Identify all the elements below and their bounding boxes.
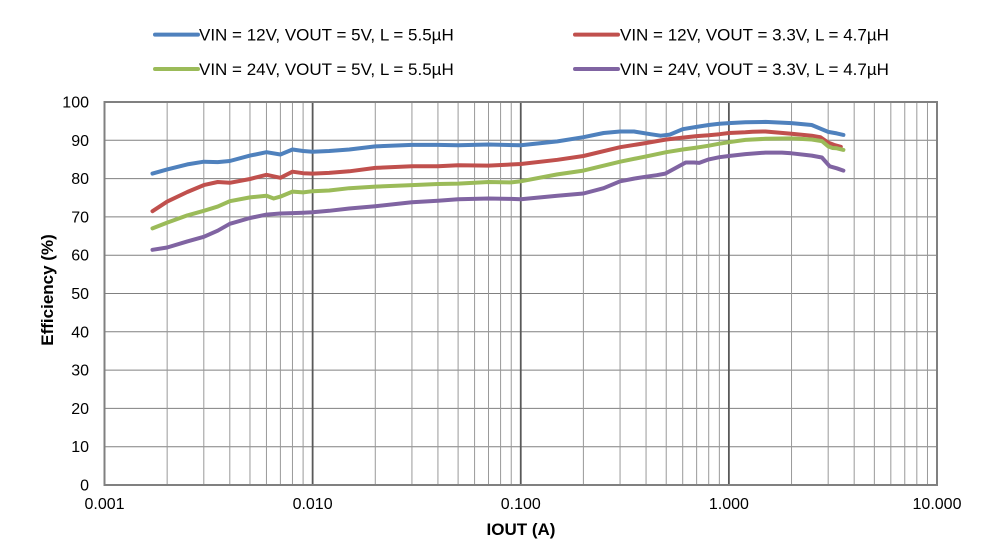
svg-text:80: 80 xyxy=(71,171,89,188)
svg-text:100: 100 xyxy=(62,95,89,112)
svg-text:0.100: 0.100 xyxy=(501,496,541,513)
svg-text:0: 0 xyxy=(80,478,89,495)
svg-text:VIN = 24V, VOUT = 3.3V, L = 4.: VIN = 24V, VOUT = 3.3V, L = 4.7µH xyxy=(620,60,889,79)
svg-text:VIN = 12V, VOUT = 5V, L = 5.5µ: VIN = 12V, VOUT = 5V, L = 5.5µH xyxy=(199,25,454,44)
svg-text:0.001: 0.001 xyxy=(84,496,124,513)
svg-text:10: 10 xyxy=(71,439,89,456)
svg-text:70: 70 xyxy=(71,209,89,226)
svg-text:20: 20 xyxy=(71,401,89,418)
svg-text:10.000: 10.000 xyxy=(913,496,962,513)
svg-text:IOUT (A): IOUT (A) xyxy=(487,520,556,539)
svg-text:0.010: 0.010 xyxy=(293,496,333,513)
svg-text:VIN = 12V, VOUT = 3.3V, L = 4.: VIN = 12V, VOUT = 3.3V, L = 4.7µH xyxy=(620,25,889,44)
svg-text:40: 40 xyxy=(71,324,89,341)
svg-text:90: 90 xyxy=(71,133,89,150)
svg-text:60: 60 xyxy=(71,248,89,265)
svg-text:1.000: 1.000 xyxy=(709,496,749,513)
svg-text:30: 30 xyxy=(71,363,89,380)
svg-text:VIN = 24V, VOUT = 5V, L = 5.5µ: VIN = 24V, VOUT = 5V, L = 5.5µH xyxy=(199,60,454,79)
svg-text:Efficiency (%): Efficiency (%) xyxy=(38,234,57,345)
svg-text:50: 50 xyxy=(71,286,89,303)
